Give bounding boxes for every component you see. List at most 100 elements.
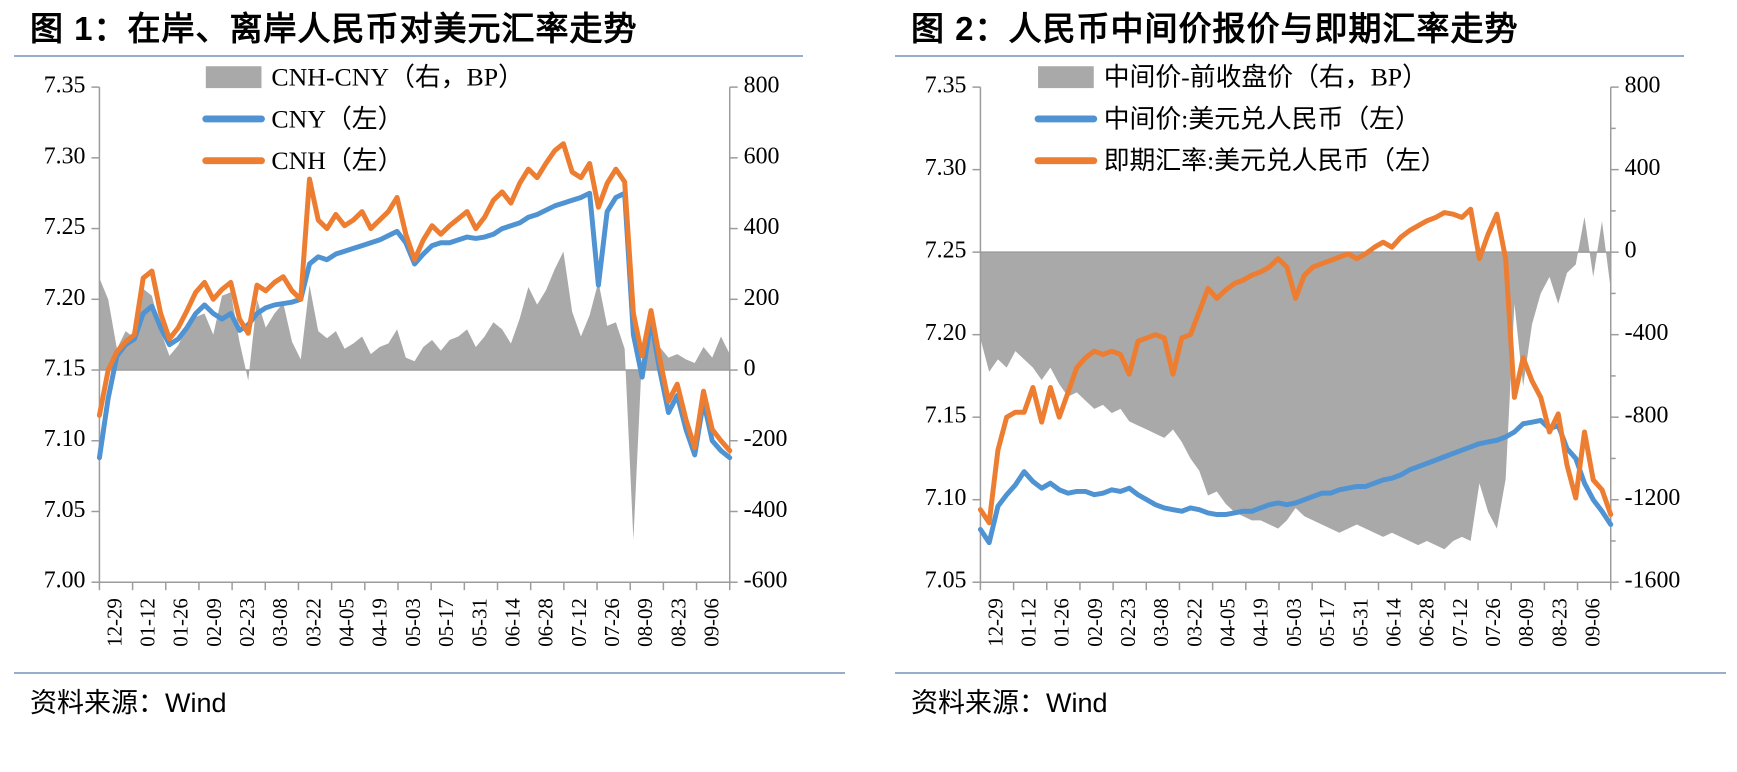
svg-text:7.30: 7.30 [925,155,967,181]
svg-text:7.35: 7.35 [925,73,967,99]
svg-text:05-17: 05-17 [1315,598,1339,647]
svg-text:7.20: 7.20 [925,320,967,346]
svg-text:09-06: 09-06 [1580,598,1604,647]
chart1-title: 图 1：在岸、离岸人民币对美元汇率走势 [30,10,638,47]
x-axis-labels: 12-29 01-12 01-26 02-09 02-23 03-08 03-22 04-05… [983,598,1604,647]
svg-text:04-05: 04-05 [335,598,359,647]
chart1-source-prefix: 资料来源： [30,688,165,719]
svg-text:06-14: 06-14 [1381,598,1405,647]
svg-text:04-19: 04-19 [1249,598,1273,647]
svg-text:08-09: 08-09 [1514,598,1538,647]
chart1-figure: 图 1：在岸、离岸人民币对美元汇率走势 7.35 7.30 7.25 7.20 7.15… [0,6,855,720]
svg-text:03-22: 03-22 [301,598,325,647]
svg-text:7.15: 7.15 [44,356,86,382]
left-axis-labels: 7.35 7.30 7.25 7.20 7.15 7.10 7.05 [925,73,967,594]
svg-text:-600: -600 [744,568,788,594]
svg-text:-400: -400 [1625,320,1669,346]
svg-text:02-23: 02-23 [1116,598,1140,647]
svg-text:7.30: 7.30 [44,144,86,170]
svg-text:7.10: 7.10 [44,426,86,452]
legend: CNH-CNY（右，BP） CNY（左） CNH（左） [202,63,524,175]
svg-text:0: 0 [744,356,756,382]
svg-text:中间价-前收盘价（右，BP）: 中间价-前收盘价（右，BP） [1104,63,1428,92]
svg-text:01-26: 01-26 [1050,598,1074,647]
svg-text:05-31: 05-31 [1348,598,1372,647]
svg-text:01-26: 01-26 [169,598,193,647]
chart2-title: 图 2：人民币中间价报价与即期汇率走势 [911,10,1519,47]
chart2-footer-rule [895,672,1726,675]
svg-text:12-29: 12-29 [102,598,126,647]
svg-text:06-28: 06-28 [534,598,558,647]
svg-text:400: 400 [1625,155,1661,181]
svg-text:-1200: -1200 [1625,485,1681,511]
svg-text:08-23: 08-23 [666,598,690,647]
svg-text:07-26: 07-26 [600,598,624,647]
series-area [980,217,1611,550]
svg-text:7.05: 7.05 [925,568,967,594]
svg-text:04-05: 04-05 [1216,598,1240,647]
svg-text:04-19: 04-19 [368,598,392,647]
chart2-source-prefix: 资料来源： [911,688,1046,719]
svg-text:800: 800 [1625,73,1661,99]
svg-text:05-03: 05-03 [1282,598,1306,647]
chart1-title-rule [14,55,803,58]
series-lines [977,206,1614,546]
svg-text:01-12: 01-12 [1017,598,1041,647]
svg-text:03-08: 03-08 [268,598,292,647]
svg-text:08-09: 08-09 [633,598,657,647]
svg-text:800: 800 [744,73,780,99]
svg-text:CNY（左）: CNY（左） [271,105,403,134]
svg-text:05-31: 05-31 [467,598,491,647]
chart2-source: 资料来源：Wind [881,681,1736,720]
svg-text:07-12: 07-12 [567,598,591,647]
svg-text:7.20: 7.20 [44,285,86,311]
svg-text:09-06: 09-06 [699,598,723,647]
chart1-footer-rule [14,672,845,675]
svg-text:05-17: 05-17 [434,598,458,647]
chart2-figure: 图 2：人民币中间价报价与即期汇率走势 7.35 7.30 7.25 7.20 7.15… [881,6,1736,720]
svg-text:-400: -400 [744,497,788,523]
svg-text:06-14: 06-14 [500,598,524,647]
chart1-source-name: Wind [165,688,227,719]
svg-text:400: 400 [744,214,780,240]
svg-text:CNH（左）: CNH（左） [271,146,403,175]
x-axis-labels: 12-29 01-12 01-26 02-09 02-23 03-08 03-22 04-05… [102,598,723,647]
svg-text:CNH-CNY（右，BP）: CNH-CNY（右，BP） [271,63,524,92]
svg-text:中间价:美元兑人民币（左）: 中间价:美元兑人民币（左） [1104,105,1421,134]
axes [972,86,1619,591]
svg-text:03-22: 03-22 [1182,598,1206,647]
svg-text:-1600: -1600 [1625,568,1681,594]
svg-text:600: 600 [744,144,780,170]
svg-text:01-12: 01-12 [136,598,160,647]
svg-text:-200: -200 [744,426,788,452]
svg-text:03-08: 03-08 [1149,598,1173,647]
chart2-source-name: Wind [1046,688,1108,719]
legend: 中间价-前收盘价（右，BP） 中间价:美元兑人民币（左） 即期汇率:美元兑人民币（左… [1034,63,1447,175]
svg-text:08-23: 08-23 [1547,598,1571,647]
svg-text:06-28: 06-28 [1415,598,1439,647]
svg-text:-800: -800 [1625,403,1669,429]
svg-text:12-29: 12-29 [983,598,1007,647]
chart1-canvas: 7.35 7.30 7.25 7.20 7.15 7.10 7.05 7.00 800 600 40… [44,63,788,647]
svg-text:7.00: 7.00 [44,568,86,594]
svg-text:7.25: 7.25 [925,238,967,264]
series-area [99,251,730,541]
svg-text:0: 0 [1625,238,1637,264]
right-axis-labels: 800 400 0 -400 -800 -1200 -1600 [1625,73,1681,594]
axes [91,86,738,591]
right-axis-labels: 800 600 400 200 0 -200 -400 -600 [744,73,788,594]
svg-text:7.25: 7.25 [44,214,86,240]
svg-text:200: 200 [744,285,780,311]
chart1-source: 资料来源：Wind [0,681,855,720]
left-axis-labels: 7.35 7.30 7.25 7.20 7.15 7.10 7.05 7.00 [44,73,86,594]
svg-text:02-09: 02-09 [1083,598,1107,647]
svg-text:即期汇率:美元兑人民币（左）: 即期汇率:美元兑人民币（左） [1104,146,1447,175]
svg-text:7.05: 7.05 [44,497,86,523]
svg-text:07-26: 07-26 [1481,598,1505,647]
svg-text:07-12: 07-12 [1448,598,1472,647]
svg-text:7.35: 7.35 [44,73,86,99]
svg-text:7.15: 7.15 [925,403,967,429]
svg-text:05-03: 05-03 [401,598,425,647]
series-lines [96,141,733,461]
chart2-title-rule [895,55,1684,58]
